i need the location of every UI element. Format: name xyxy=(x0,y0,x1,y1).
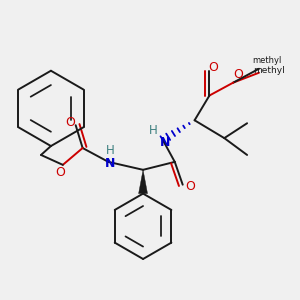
Polygon shape xyxy=(139,170,148,194)
Text: methyl: methyl xyxy=(253,66,285,75)
Text: H: H xyxy=(106,143,115,157)
Text: N: N xyxy=(160,136,170,148)
Text: O: O xyxy=(55,166,65,179)
Text: O: O xyxy=(186,180,196,193)
Text: methyl: methyl xyxy=(252,56,282,65)
Text: N: N xyxy=(105,158,116,170)
Text: O: O xyxy=(233,68,243,81)
Text: O: O xyxy=(65,116,75,129)
Text: H: H xyxy=(148,124,157,137)
Text: O: O xyxy=(208,61,218,74)
